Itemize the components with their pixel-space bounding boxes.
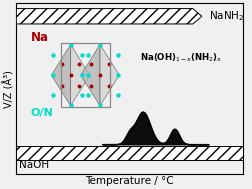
Text: Na(OH)$_{1-x}$(NH$_2$)$_x$: Na(OH)$_{1-x}$(NH$_2$)$_x$ <box>140 52 222 64</box>
Polygon shape <box>51 44 71 106</box>
Text: Na: Na <box>31 31 49 44</box>
Polygon shape <box>81 44 100 106</box>
Text: NaNH$_2$: NaNH$_2$ <box>209 9 244 23</box>
Polygon shape <box>71 44 90 106</box>
Text: O/N: O/N <box>31 108 54 118</box>
X-axis label: Temperature / °C: Temperature / °C <box>85 176 174 186</box>
Polygon shape <box>16 9 202 24</box>
Bar <box>16 146 243 160</box>
Y-axis label: V/Z (Å³): V/Z (Å³) <box>4 70 15 108</box>
Polygon shape <box>100 44 119 106</box>
Text: NaOH: NaOH <box>19 160 49 170</box>
